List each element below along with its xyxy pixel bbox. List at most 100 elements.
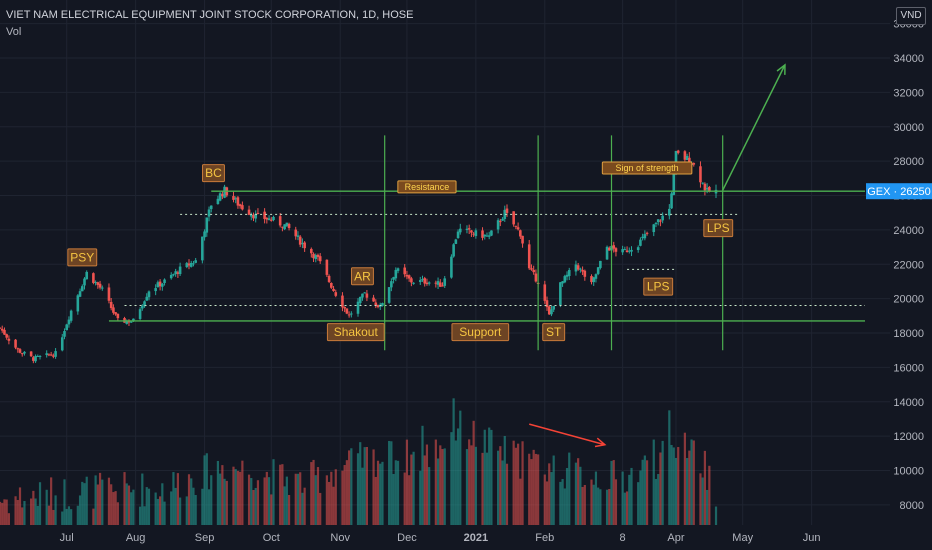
volume-bar	[699, 473, 702, 525]
volume-bar	[583, 484, 586, 525]
candle-body	[563, 276, 567, 283]
volume-bar	[428, 467, 431, 525]
volume-bar	[343, 465, 346, 525]
candle-body	[403, 267, 407, 275]
wyckoff-label-sign-of-strength: Sign of strength	[601, 161, 693, 175]
x-tick-label: 2021	[464, 532, 488, 544]
volume-bar	[256, 480, 260, 525]
wyckoff-label-box	[643, 277, 674, 296]
volume-bar	[250, 478, 253, 525]
candle-body	[347, 314, 351, 316]
breakout-arrow-head	[776, 63, 786, 75]
chart-title: VIET NAM ELECTRICAL EQUIPMENT JOINT STOC…	[6, 9, 414, 21]
volume-bar	[316, 467, 320, 525]
candle-body	[470, 230, 473, 233]
volume-bar	[483, 429, 486, 525]
wyckoff-label-text: AR	[354, 269, 371, 283]
candle-body	[332, 288, 335, 292]
volume-bar	[78, 495, 82, 525]
candle-body	[436, 281, 440, 285]
volume-bar	[392, 473, 395, 525]
volume-indicator-label[interactable]: Vol	[6, 26, 22, 38]
volume-bar	[61, 511, 64, 525]
candle-body	[7, 338, 11, 341]
volume-bar	[14, 496, 17, 525]
candle-body	[278, 216, 282, 226]
volume-bar	[161, 483, 164, 525]
candle-body	[76, 295, 80, 312]
candle-body	[83, 278, 86, 286]
candle-body	[487, 235, 491, 237]
volume-bar	[96, 484, 99, 525]
candle-body	[281, 226, 284, 228]
candle-body	[652, 224, 656, 233]
candle-body	[688, 157, 691, 165]
candle-body	[112, 307, 115, 313]
volume-bar	[192, 487, 195, 525]
candle-body	[443, 278, 447, 286]
candle-body	[472, 233, 475, 235]
candle-body	[356, 301, 360, 314]
volume-bar	[143, 506, 146, 525]
candle-body	[474, 230, 478, 237]
volume-bar	[472, 420, 475, 525]
candle-body	[238, 204, 242, 207]
candle-body	[252, 214, 255, 219]
candle-body	[503, 209, 507, 219]
wyckoff-label-box	[397, 180, 457, 194]
candle-body	[5, 334, 8, 338]
wyckoff-label-support: Support	[451, 323, 510, 342]
candle-body	[109, 301, 113, 309]
volume-bar	[272, 459, 275, 525]
volume-bar	[459, 410, 462, 525]
volume-bar	[630, 467, 633, 525]
volume-bar	[36, 505, 39, 525]
currency-badge[interactable]: VND	[896, 7, 926, 25]
candle-body	[23, 351, 26, 354]
candle-body	[363, 292, 366, 294]
volume-bar	[16, 500, 19, 525]
volume-bar	[314, 475, 317, 525]
volume-bar	[138, 506, 142, 525]
volume-bar	[581, 486, 584, 525]
volume-bar	[677, 447, 680, 525]
volume-bar	[637, 482, 640, 525]
volume-bar	[565, 468, 569, 525]
volume-bar	[141, 473, 144, 525]
candle-body	[519, 230, 522, 237]
volume-bar	[334, 469, 337, 525]
candle-body	[67, 319, 71, 325]
candle-body	[358, 296, 362, 304]
volume-bar	[534, 453, 537, 525]
candle-body	[623, 249, 627, 251]
candle-body	[701, 182, 704, 184]
volume-bar	[512, 440, 515, 525]
candle-body	[100, 287, 104, 289]
volume-bar	[548, 463, 551, 525]
volume-bar	[608, 488, 611, 525]
candle-body	[116, 313, 120, 319]
candle-body	[138, 309, 142, 319]
volume-bar	[159, 496, 162, 525]
volume-bar	[610, 460, 613, 525]
wyckoff-label-box	[326, 323, 385, 342]
volume-bar	[412, 451, 415, 525]
candle-body	[581, 269, 584, 272]
candle-body	[674, 150, 678, 171]
volume-bar	[94, 475, 97, 525]
candle-body	[80, 286, 84, 292]
x-tick-label: Nov	[330, 532, 350, 544]
candle-body	[209, 205, 213, 210]
volume-bar	[303, 487, 306, 525]
candle-body	[641, 236, 644, 239]
volume-bar	[279, 464, 282, 525]
volume-bar	[641, 459, 644, 525]
candle-body	[405, 274, 409, 277]
volume-bar	[130, 492, 133, 525]
current-price-tag	[866, 183, 932, 200]
volume-bar	[348, 450, 351, 525]
wyckoff-label-box	[350, 267, 374, 286]
y-tick-label: 24000	[893, 225, 924, 237]
volume-bar	[21, 507, 24, 525]
